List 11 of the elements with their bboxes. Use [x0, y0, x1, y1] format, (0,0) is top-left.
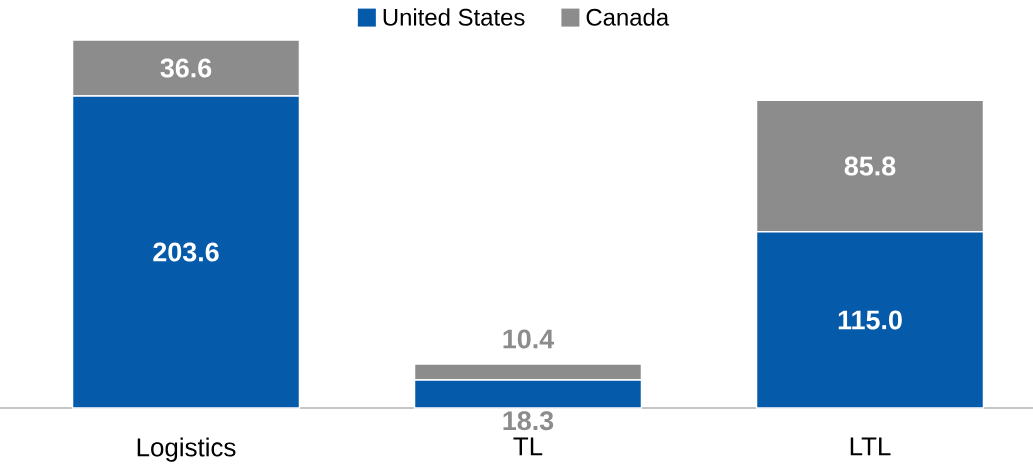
x-tick-label: TL — [513, 437, 543, 456]
legend-label: United States — [383, 8, 525, 26]
x-tick-label: LTL — [850, 437, 891, 456]
data-label: 115.0 — [838, 310, 902, 330]
data-label: 10.4 — [503, 329, 555, 349]
x-tick-label: Logistics — [137, 437, 236, 462]
data-label: 85.8 — [844, 156, 896, 176]
data-label: 36.6 — [160, 58, 212, 78]
legend-label: Canada — [586, 8, 670, 26]
data-label: 203.6 — [153, 242, 219, 262]
data-label: 18.3 — [503, 411, 554, 431]
